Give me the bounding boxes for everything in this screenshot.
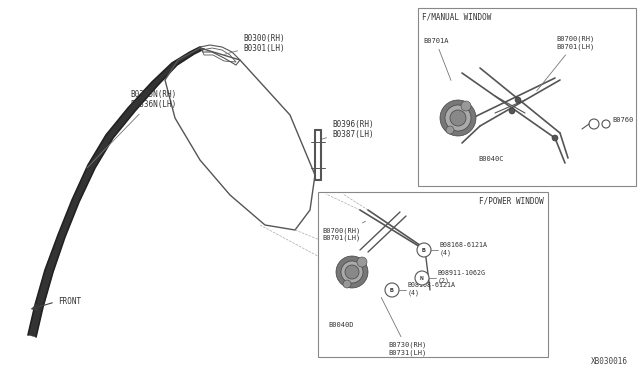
Circle shape xyxy=(343,280,351,288)
Text: B0396(RH)
B0387(LH): B0396(RH) B0387(LH) xyxy=(322,120,374,140)
Text: B08168-6121A
(4): B08168-6121A (4) xyxy=(440,242,488,256)
Circle shape xyxy=(357,257,367,267)
Circle shape xyxy=(602,120,610,128)
Text: FRONT: FRONT xyxy=(58,297,81,306)
Text: B0300(RH)
B0301(LH): B0300(RH) B0301(LH) xyxy=(225,34,285,54)
Text: B08168-6121A
(4): B08168-6121A (4) xyxy=(408,282,456,296)
Bar xyxy=(318,192,548,357)
Circle shape xyxy=(552,135,558,141)
Text: B: B xyxy=(422,247,426,253)
Circle shape xyxy=(440,100,476,136)
Text: B0730(RH)
B0731(LH): B0730(RH) B0731(LH) xyxy=(381,298,426,356)
Circle shape xyxy=(385,283,399,297)
Circle shape xyxy=(450,110,466,126)
Circle shape xyxy=(336,256,368,288)
Bar xyxy=(418,8,636,186)
Circle shape xyxy=(589,119,599,129)
Text: N: N xyxy=(420,276,424,280)
Text: B08911-1062G
(2): B08911-1062G (2) xyxy=(438,270,486,284)
Circle shape xyxy=(515,97,521,103)
Text: B0040C: B0040C xyxy=(478,156,504,162)
Circle shape xyxy=(345,265,359,279)
Circle shape xyxy=(417,243,431,257)
Circle shape xyxy=(445,105,471,131)
Text: B0700(RH)
B0701(LH): B0700(RH) B0701(LH) xyxy=(537,36,595,91)
Circle shape xyxy=(446,126,454,134)
Text: F/MANUAL WINDOW: F/MANUAL WINDOW xyxy=(422,12,492,21)
Circle shape xyxy=(509,108,515,114)
Text: B: B xyxy=(390,288,394,292)
Circle shape xyxy=(341,261,363,283)
Text: XB030016: XB030016 xyxy=(591,357,628,366)
Text: B0335N(RH)
B0336N(LH): B0335N(RH) B0336N(LH) xyxy=(87,90,176,168)
Text: B0700(RH)
B0701(LH): B0700(RH) B0701(LH) xyxy=(322,221,365,241)
Polygon shape xyxy=(28,47,204,337)
Text: B0701A: B0701A xyxy=(423,38,451,80)
Text: F/POWER WINDOW: F/POWER WINDOW xyxy=(479,196,544,205)
Circle shape xyxy=(415,271,429,285)
Circle shape xyxy=(461,101,471,111)
Text: B0040D: B0040D xyxy=(328,322,353,328)
Text: B0760: B0760 xyxy=(612,117,633,123)
